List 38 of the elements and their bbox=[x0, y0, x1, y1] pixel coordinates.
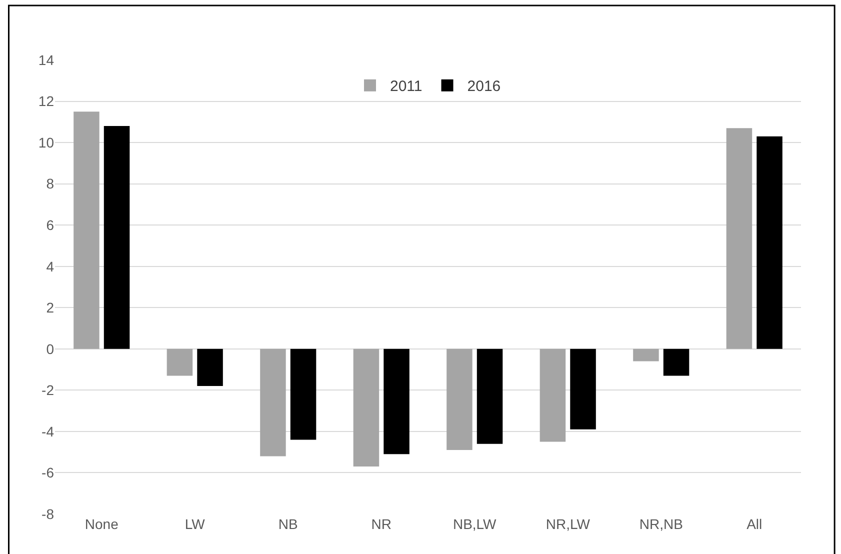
bar bbox=[384, 348, 410, 454]
x-tick-label: NR,LW bbox=[546, 516, 591, 532]
bar bbox=[353, 348, 380, 467]
bar bbox=[166, 348, 193, 376]
bar bbox=[476, 348, 503, 444]
legend-label: 2016 bbox=[467, 78, 501, 96]
x-tick-label: None bbox=[84, 516, 119, 532]
y-tick-label: 2 bbox=[46, 300, 54, 316]
bar bbox=[290, 348, 316, 440]
x-tick-label: All bbox=[746, 516, 762, 532]
y-tick-label: 14 bbox=[38, 52, 54, 68]
y-tick-label: -6 bbox=[42, 464, 54, 481]
y-tick-label: 4 bbox=[46, 258, 54, 274]
x-tick-label: LW bbox=[184, 516, 206, 532]
bar bbox=[197, 348, 223, 386]
bar bbox=[633, 348, 659, 362]
bar bbox=[663, 348, 690, 376]
bar bbox=[756, 136, 782, 349]
y-tick-label: -8 bbox=[42, 506, 54, 522]
bar bbox=[570, 348, 596, 430]
x-tick-label: NR,NB bbox=[639, 516, 683, 532]
y-tick-label: 12 bbox=[38, 93, 54, 110]
x-tick-label: NB bbox=[278, 516, 298, 532]
y-tick-label: 10 bbox=[38, 134, 54, 150]
bar bbox=[74, 112, 100, 349]
bar bbox=[446, 348, 472, 450]
x-tick-label: NR bbox=[371, 516, 392, 532]
bar bbox=[104, 126, 130, 349]
bar bbox=[726, 128, 752, 349]
y-tick-label: 6 bbox=[46, 216, 54, 233]
y-tick-label: 0 bbox=[46, 340, 54, 357]
y-tick-label: -4 bbox=[42, 423, 54, 440]
legend-label: 2011 bbox=[390, 78, 422, 96]
bar bbox=[260, 348, 286, 456]
x-tick-label: NB,LW bbox=[452, 516, 498, 532]
y-tick-label: -2 bbox=[42, 382, 54, 398]
y-tick-label: 8 bbox=[46, 176, 54, 192]
bar bbox=[540, 348, 566, 442]
